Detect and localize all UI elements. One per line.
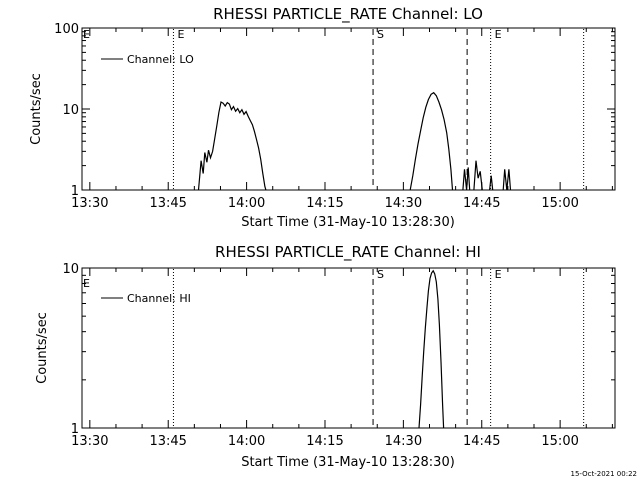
lo-channel-panel: RHESSI PARTICLE_RATE Channel: LO Counts/… bbox=[29, 5, 616, 230]
hi-series-line bbox=[418, 269, 445, 429]
lo-x-tick-label: 15:00 bbox=[541, 196, 578, 211]
lo-series-line bbox=[489, 175, 494, 191]
lo-y-axis-label: Counts/sec bbox=[29, 73, 44, 145]
lo-series-line bbox=[502, 169, 512, 191]
lo-x-axis-label: Start Time (31-May-10 13:28:30) bbox=[241, 215, 455, 230]
hi-y-tick-label: 1 bbox=[71, 422, 79, 437]
lo-chart-title: RHESSI PARTICLE_RATE Channel: LO bbox=[213, 5, 483, 24]
lo-edge-flag-label: E bbox=[83, 28, 90, 41]
lo-series-line bbox=[409, 91, 454, 191]
hi-x-tick-label: 14:45 bbox=[463, 434, 500, 449]
hi-data-series bbox=[418, 269, 445, 429]
hi-edge-flag-label: E bbox=[83, 277, 90, 290]
hi-event-marker-label: E bbox=[495, 268, 502, 281]
lo-legend-label: Channel: LO bbox=[127, 53, 194, 66]
lo-x-tick-label: 14:15 bbox=[306, 196, 343, 211]
lo-series-line bbox=[473, 160, 483, 191]
lo-data-series bbox=[197, 91, 512, 191]
hi-axis-ticks: 13:30 13:45 14:00 14:15 14:30 14:45 15:00 1 10 bbox=[62, 262, 615, 449]
footer-timestamp: 15-Oct-2021 00:22 bbox=[571, 470, 637, 478]
hi-x-tick-label: 13:45 bbox=[149, 434, 186, 449]
lo-event-marker-label: E bbox=[177, 28, 184, 41]
lo-series-line bbox=[197, 101, 267, 191]
hi-legend: Channel: HI bbox=[101, 292, 191, 305]
lo-axis-ticks: 13:30 13:45 14:00 14:15 14:30 14:45 15:00 1 10 10… bbox=[54, 22, 615, 211]
lo-x-tick-label: 14:30 bbox=[385, 196, 422, 211]
hi-y-tick-label: 10 bbox=[62, 262, 79, 277]
hi-legend-label: Channel: HI bbox=[127, 292, 191, 305]
hi-y-axis-label: Counts/sec bbox=[35, 312, 50, 384]
hi-x-axis-label: Start Time (31-May-10 13:28:30) bbox=[241, 455, 455, 470]
lo-y-tick-label: 100 bbox=[54, 22, 79, 37]
lo-event-marker-label: S bbox=[377, 28, 384, 41]
lo-legend: Channel: LO bbox=[101, 53, 194, 66]
hi-x-tick-label: 13:30 bbox=[71, 434, 108, 449]
hi-event-marker-label: S bbox=[377, 268, 384, 281]
lo-y-tick-label: 1 bbox=[71, 184, 79, 199]
hi-channel-panel: RHESSI PARTICLE_RATE Channel: HI Counts/… bbox=[35, 243, 616, 470]
hi-x-tick-label: 14:30 bbox=[385, 434, 422, 449]
hi-x-tick-label: 14:15 bbox=[306, 434, 343, 449]
lo-x-tick-label: 13:30 bbox=[71, 196, 108, 211]
hi-x-tick-label: 14:00 bbox=[228, 434, 265, 449]
lo-x-tick-label: 13:45 bbox=[149, 196, 186, 211]
hi-plot-frame bbox=[81, 267, 616, 429]
lo-event-marker-label: E bbox=[495, 28, 502, 41]
lo-series-line bbox=[462, 167, 471, 191]
lo-y-tick-label: 10 bbox=[62, 103, 79, 118]
lo-x-tick-label: 14:45 bbox=[463, 196, 500, 211]
hi-x-tick-label: 15:00 bbox=[541, 434, 578, 449]
lo-x-tick-label: 14:00 bbox=[228, 196, 265, 211]
hi-chart-title: RHESSI PARTICLE_RATE Channel: HI bbox=[215, 243, 481, 262]
